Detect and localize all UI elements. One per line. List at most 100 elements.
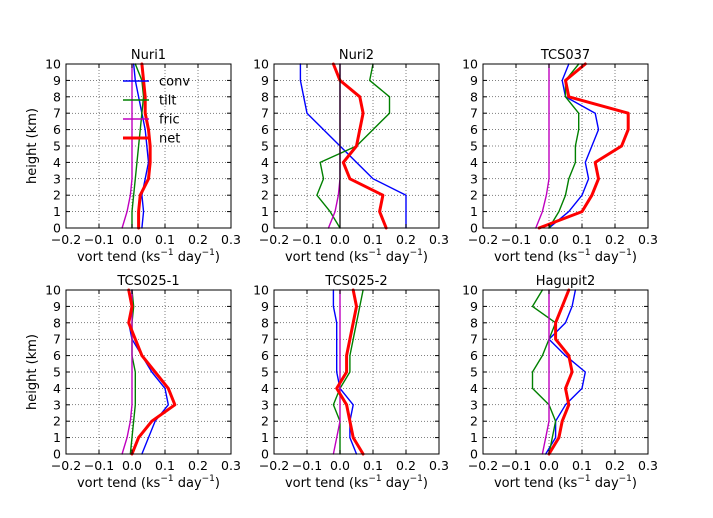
y-tick-label: 0	[470, 221, 478, 236]
y-tick-label: 3	[261, 397, 269, 412]
y-tick-label: 3	[53, 397, 61, 412]
y-tick-label: 8	[261, 315, 269, 330]
x-tick-label: 0.2	[396, 232, 416, 247]
y-tick-label: 5	[470, 365, 478, 380]
x-label-text: vort tend (ks	[285, 476, 369, 491]
x-tick-label: 0.0	[122, 232, 142, 247]
y-tick-label: 10	[45, 57, 61, 72]
x-label-sup: −1	[368, 474, 381, 484]
y-tick-label: 9	[470, 299, 478, 314]
x-label-text: )	[215, 250, 220, 265]
x-label-text: vort tend (ks	[494, 476, 578, 491]
x-tick-label: 0.1	[572, 458, 592, 473]
y-tick-label: 1	[470, 430, 478, 445]
x-label-sup: −1	[619, 248, 632, 258]
y-tick-label: 8	[470, 315, 478, 330]
legend: conv tilt fric net	[123, 75, 190, 147]
x-label-sup: −1	[202, 474, 215, 484]
y-tick-label: 7	[53, 332, 61, 347]
x-label-text: vort tend (ks	[77, 250, 161, 265]
series-line-net	[331, 62, 388, 230]
x-label-text: )	[215, 476, 220, 491]
x-axis-label: vort tend (ks−1 day−1)	[285, 474, 428, 491]
y-tick-label: 0	[53, 221, 61, 236]
x-tick-label: 0.3	[638, 232, 658, 247]
x-label-sup: −1	[619, 474, 632, 484]
x-tick-label: 0.1	[155, 232, 175, 247]
x-label-text: vort tend (ks	[494, 250, 578, 265]
x-tick-label: 0.2	[188, 458, 208, 473]
y-tick-label: 0	[470, 447, 478, 462]
y-tick-label: 1	[53, 430, 61, 445]
x-label-text: day	[591, 476, 619, 491]
y-tick-label: 5	[261, 365, 269, 380]
x-tick-label: 0.0	[122, 458, 142, 473]
x-axis-label: vort tend (ks−1 day−1)	[77, 474, 220, 491]
y-tick-label: 7	[470, 106, 478, 121]
subplot-title: TCS025-2	[324, 274, 387, 289]
x-tick-label: 0.1	[572, 232, 592, 247]
y-tick-label: 10	[253, 57, 269, 72]
x-label-sup: −1	[368, 248, 381, 258]
y-tick-label: 4	[470, 155, 478, 170]
y-tick-label: 7	[261, 106, 269, 121]
x-tick-label: −0.1	[501, 232, 531, 247]
x-axis-label: vort tend (ks−1 day−1)	[77, 248, 220, 265]
subplot-title: TCS025-1	[116, 274, 179, 289]
series-line-fric	[541, 289, 550, 455]
y-tick-label: 1	[470, 204, 478, 219]
x-axis-label: vort tend (ks−1 day−1)	[494, 474, 637, 491]
x-tick-label: 0.0	[330, 458, 350, 473]
y-tick-label: 8	[53, 315, 61, 330]
y-tick-label: 2	[261, 188, 269, 203]
x-tick-label: −0.2	[51, 458, 81, 473]
x-tick-label: 0.1	[363, 458, 383, 473]
subplot-title: Nuri2	[339, 48, 374, 63]
x-axis-label: vort tend (ks−1 day−1)	[494, 248, 637, 265]
y-tick-label: 9	[53, 73, 61, 88]
series-line-conv	[545, 289, 586, 455]
legend-label: tilt	[159, 94, 176, 109]
y-tick-label: 7	[53, 106, 61, 121]
y-tick-label: 4	[53, 155, 61, 170]
y-tick-label: 8	[261, 89, 269, 104]
x-label-sup: −1	[160, 248, 173, 258]
y-tick-label: 6	[470, 348, 478, 363]
y-tick-label: 5	[53, 139, 61, 154]
x-tick-label: −0.2	[259, 232, 289, 247]
series-line-tilt	[531, 289, 557, 455]
x-tick-label: 0.1	[155, 458, 175, 473]
y-tick-label: 2	[53, 188, 61, 203]
x-tick-label: 0.0	[330, 232, 350, 247]
series-line-tilt	[548, 63, 580, 229]
x-label-text: vort tend (ks	[77, 476, 161, 491]
y-tick-label: 10	[253, 283, 269, 298]
x-axis-label: vort tend (ks−1 day−1)	[285, 248, 428, 265]
x-label-text: day	[174, 476, 202, 491]
series-line-conv	[548, 63, 600, 229]
y-tick-label: 7	[261, 332, 269, 347]
x-label-text: )	[423, 476, 428, 491]
y-tick-label: 3	[261, 171, 269, 186]
series-line-net	[137, 62, 152, 230]
x-label-text: day	[174, 250, 202, 265]
x-tick-label: −0.1	[84, 458, 114, 473]
x-tick-label: −0.1	[84, 232, 114, 247]
x-label-sup: −1	[410, 248, 423, 258]
x-tick-label: −0.2	[259, 458, 289, 473]
x-tick-label: 0.2	[396, 458, 416, 473]
y-tick-label: 0	[53, 447, 61, 462]
y-tick-label: 3	[470, 171, 478, 186]
legend-label: fric	[159, 113, 180, 128]
x-tick-label: −0.1	[292, 458, 322, 473]
y-tick-label: 6	[53, 348, 61, 363]
series-line-net	[537, 62, 630, 230]
series-line-tilt	[131, 63, 145, 229]
x-label-text: vort tend (ks	[285, 250, 369, 265]
x-tick-label: 0.2	[188, 232, 208, 247]
y-tick-label: 8	[470, 89, 478, 104]
